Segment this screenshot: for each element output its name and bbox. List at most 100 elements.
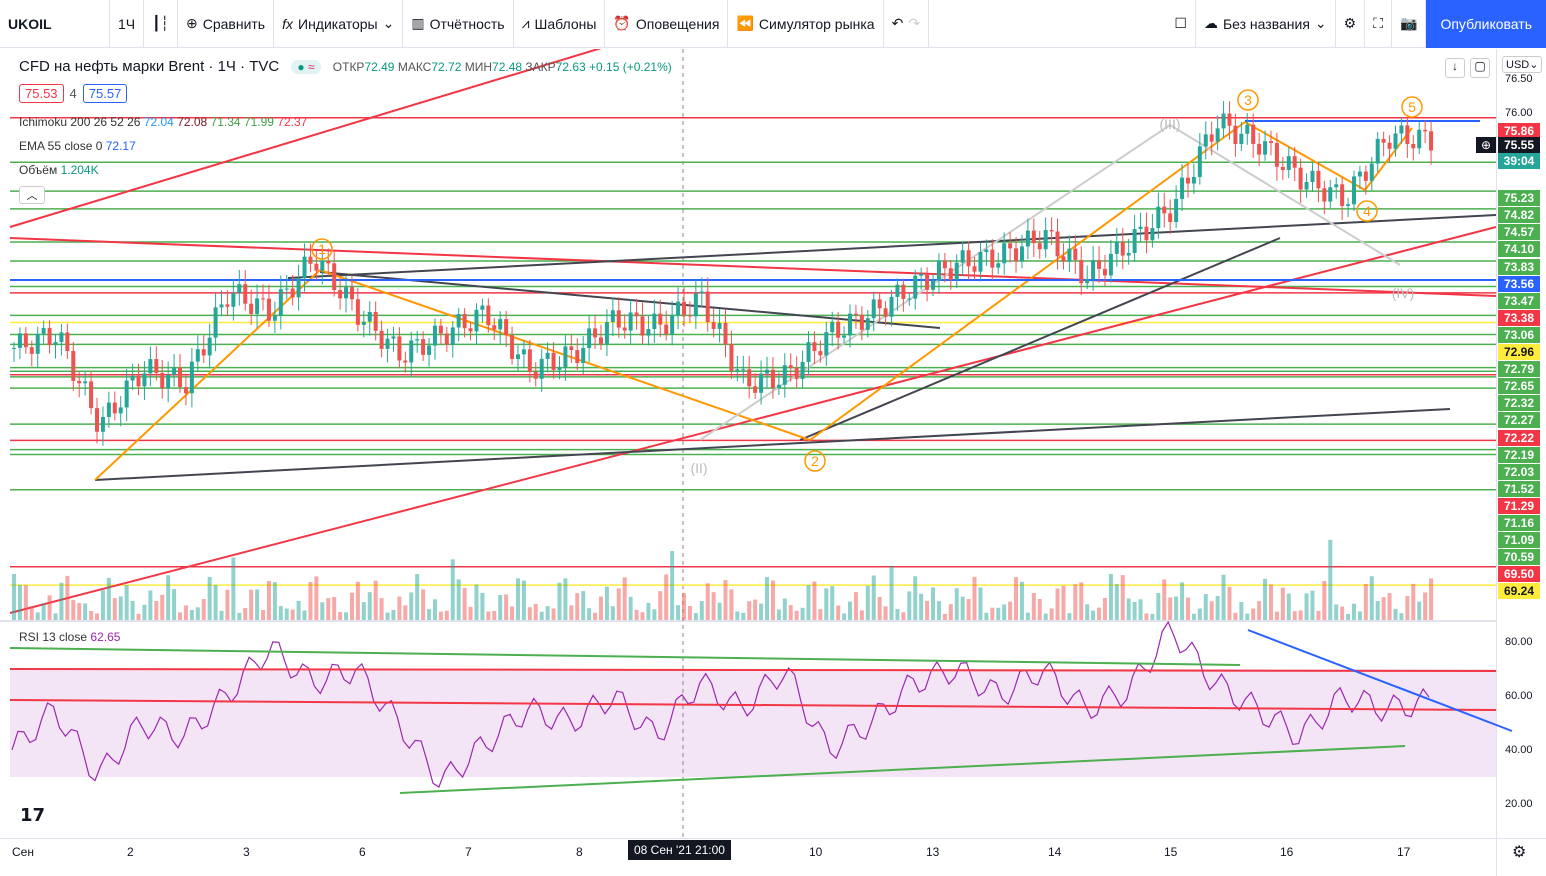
volume-bar <box>705 583 710 620</box>
buy-button[interactable]: 75.57 <box>82 84 128 103</box>
volume-bar <box>1411 583 1416 620</box>
chart-type-button[interactable]: ┃┆ <box>144 0 178 48</box>
symbol-search[interactable]: UKOIL <box>0 0 110 48</box>
candle-body <box>438 325 443 334</box>
volume-bar <box>71 600 76 620</box>
tradingview-logo[interactable]: 𝟭𝟳 <box>20 805 46 825</box>
volume-bar <box>130 600 135 620</box>
candle-body <box>1061 256 1066 262</box>
volume-bar <box>1304 593 1309 620</box>
candle-body <box>1203 134 1208 147</box>
currency-select[interactable]: USD⌄ <box>1502 56 1543 73</box>
open-value: 72.49 <box>364 60 395 74</box>
volume-bar <box>349 592 354 620</box>
candle-body <box>71 351 76 381</box>
price-level-label: 72.96 <box>1498 344 1540 360</box>
volume-legend[interactable]: Объём 1.204K <box>19 163 99 177</box>
volume-bar <box>468 606 473 620</box>
candle-body <box>1067 248 1072 262</box>
chart-canvas[interactable]: 1 2 3 4 5 (II) (III) (IV) <box>0 49 1546 876</box>
volume-bar <box>492 611 497 620</box>
settings-gear-icon[interactable]: ⚙ <box>1512 844 1527 861</box>
volume-bar <box>112 598 117 620</box>
volume-bar <box>824 588 829 620</box>
volume-bar <box>557 582 562 620</box>
volume-bar <box>741 612 746 620</box>
candle-body <box>628 312 633 331</box>
compare-label: Сравнить <box>202 15 266 32</box>
reports-button[interactable]: ▥ Отчётность <box>403 0 514 48</box>
volume-bar <box>201 598 206 620</box>
volume-bar <box>1120 575 1125 620</box>
ema-legend[interactable]: EMA 55 close 0 72.17 <box>19 139 136 153</box>
volume-bar <box>853 592 858 620</box>
candle-body <box>1357 171 1362 177</box>
volume-bar <box>1168 597 1173 620</box>
candle-body <box>462 313 467 329</box>
candle-body <box>415 339 420 341</box>
collapse-legend-button[interactable]: ︿ <box>19 186 45 204</box>
candle-body <box>996 263 1001 268</box>
volume-bar <box>53 613 58 620</box>
settings-button[interactable]: ⚙ <box>1336 0 1366 48</box>
volume-bar <box>670 551 675 620</box>
snapshot-button[interactable]: 📷 <box>1392 0 1427 48</box>
candle-body <box>444 333 449 345</box>
candle-body <box>12 347 16 349</box>
layout-button[interactable]: ☐ <box>1166 0 1196 48</box>
compare-button[interactable]: ⊕ Сравнить <box>178 0 275 48</box>
wave-label: 1 <box>318 241 326 257</box>
volume-bar <box>1114 584 1119 620</box>
candle-body <box>189 361 194 394</box>
volume-bar <box>1381 597 1386 620</box>
volume-bar <box>1144 613 1149 620</box>
candle-body <box>385 338 390 349</box>
interval-button[interactable]: 1Ч <box>110 0 145 48</box>
chevron-up-icon: ︿ <box>26 190 38 202</box>
price-axis-border <box>1496 49 1497 876</box>
price-level-label: 72.32 <box>1498 395 1540 412</box>
replay-label: Симулятор рынка <box>758 15 875 32</box>
candle-body <box>225 304 230 307</box>
replay-button[interactable]: ⏪ Симулятор рынка <box>728 0 884 48</box>
candle-body <box>409 340 414 363</box>
volume-bar <box>373 580 378 620</box>
legend-header: CFD на нефть марки Brent · 1Ч · TVC ● ≈ … <box>19 58 672 75</box>
wave-label: (III) <box>1160 116 1181 132</box>
add-alert-button[interactable]: ⊕ <box>1476 137 1496 153</box>
maximize-pane-button[interactable]: ▢ <box>1470 58 1490 78</box>
ema-name: EMA 55 close 0 <box>19 139 103 153</box>
templates-button[interactable]: ⩘ Шаблоны <box>514 0 606 48</box>
volume-bar <box>1180 582 1185 620</box>
volume-bar <box>1067 613 1072 620</box>
rsi-trendline <box>9 647 1241 666</box>
scroll-to-latest-button[interactable]: ↓ <box>1445 58 1465 78</box>
candle-body <box>1043 230 1048 250</box>
candle-body <box>521 349 526 355</box>
volume-bar <box>1073 584 1078 620</box>
volume-bar <box>913 576 918 620</box>
price-tick: 76.50 <box>1505 73 1533 85</box>
volume-bar <box>290 609 295 620</box>
ichimoku-legend[interactable]: Ichimoku 200 26 52 26 72.04 72.08 71.34 … <box>19 115 307 129</box>
candle-body <box>1239 133 1244 145</box>
volume-bar <box>699 601 704 620</box>
volume-bar <box>409 592 414 620</box>
volume-bar <box>1298 610 1303 620</box>
candle-body <box>290 288 295 298</box>
layout-name-button[interactable]: ☁ Без названия ⌄ <box>1196 0 1336 48</box>
alerts-button[interactable]: ⏰ Оповещения <box>605 0 729 48</box>
candle-body <box>1144 226 1149 241</box>
candle-body <box>593 328 598 338</box>
indicators-button[interactable]: fx Индикаторы ⌄ <box>274 0 404 48</box>
rsi-legend[interactable]: RSI 13 close 62.65 <box>19 630 120 644</box>
volume-bar <box>871 575 876 620</box>
fullscreen-button[interactable]: ⛶ <box>1365 0 1393 48</box>
cloud-icon: ☁ <box>1203 15 1218 31</box>
sell-button[interactable]: 75.53 <box>19 84 64 103</box>
volume-bar <box>1019 581 1024 620</box>
volume-bar <box>332 597 337 620</box>
candle-body <box>112 402 117 414</box>
publish-button[interactable]: Опубликовать <box>1426 0 1546 48</box>
undo-button[interactable]: ↶ ↷ <box>884 0 930 48</box>
